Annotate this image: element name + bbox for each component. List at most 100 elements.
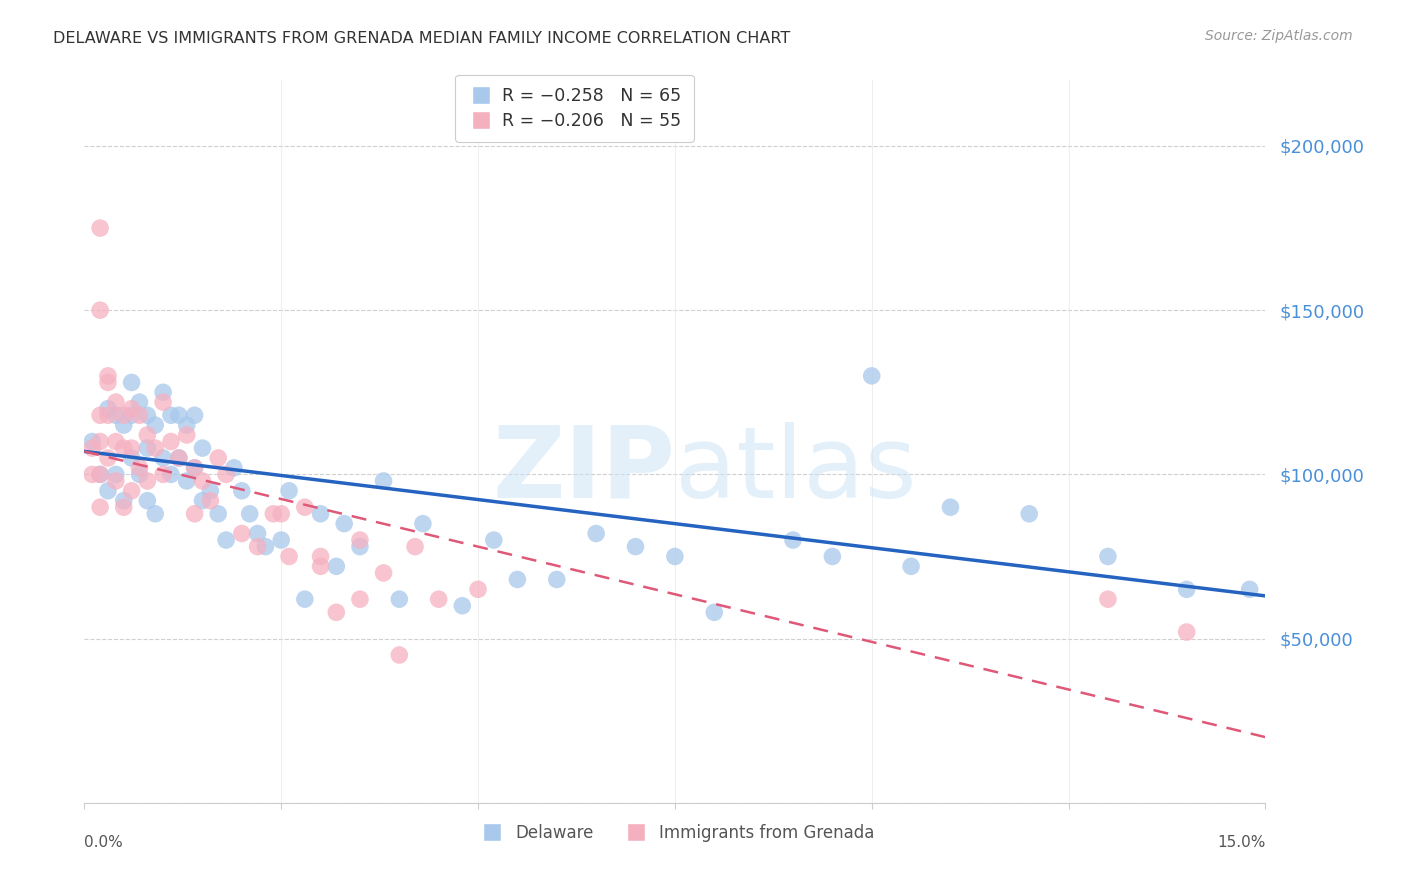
Point — [160, 434, 183, 449]
Text: DELAWARE VS IMMIGRANTS FROM GRENADA MEDIAN FAMILY INCOME CORRELATION CHART: DELAWARE VS IMMIGRANTS FROM GRENADA MEDI… — [53, 31, 790, 46]
Text: 0.0%: 0.0% — [84, 835, 124, 850]
Point — [821, 549, 844, 564]
Point — [262, 507, 284, 521]
Point — [97, 450, 120, 465]
Point — [1018, 507, 1040, 521]
Point — [89, 500, 111, 515]
Text: Source: ZipAtlas.com: Source: ZipAtlas.com — [1205, 29, 1353, 43]
Point — [97, 483, 120, 498]
Point — [482, 533, 505, 547]
Point — [121, 376, 143, 390]
Point — [152, 467, 174, 482]
Point — [1175, 582, 1198, 597]
Point — [506, 573, 529, 587]
Point — [270, 533, 292, 547]
Point — [82, 441, 104, 455]
Point — [112, 493, 135, 508]
Point — [104, 434, 127, 449]
Point — [664, 549, 686, 564]
Point — [183, 409, 205, 423]
Point — [89, 221, 111, 235]
Point — [215, 533, 238, 547]
Point — [200, 483, 222, 498]
Point — [82, 467, 104, 482]
Point — [104, 474, 127, 488]
Point — [325, 605, 347, 619]
Point — [782, 533, 804, 547]
Point — [215, 467, 238, 482]
Point — [97, 409, 120, 423]
Point — [136, 409, 159, 423]
Point — [89, 467, 111, 482]
Point — [1239, 582, 1261, 597]
Text: 15.0%: 15.0% — [1218, 835, 1265, 850]
Point — [183, 507, 205, 521]
Point — [136, 474, 159, 488]
Point — [82, 434, 104, 449]
Point — [128, 409, 150, 423]
Point — [112, 409, 135, 423]
Point — [167, 450, 190, 465]
Point — [152, 385, 174, 400]
Point — [703, 605, 725, 619]
Point — [89, 409, 111, 423]
Text: atlas: atlas — [675, 422, 917, 519]
Point — [121, 401, 143, 416]
Point — [1175, 625, 1198, 640]
Point — [143, 507, 166, 521]
Point — [388, 592, 411, 607]
Point — [89, 434, 111, 449]
Point — [128, 395, 150, 409]
Point — [121, 450, 143, 465]
Point — [860, 368, 883, 383]
Point — [200, 493, 222, 508]
Point — [167, 450, 190, 465]
Point — [191, 493, 214, 508]
Point — [128, 467, 150, 482]
Point — [191, 474, 214, 488]
Point — [136, 493, 159, 508]
Point — [451, 599, 474, 613]
Point — [183, 460, 205, 475]
Point — [112, 418, 135, 433]
Point — [121, 483, 143, 498]
Point — [373, 474, 395, 488]
Point — [1097, 549, 1119, 564]
Point — [278, 549, 301, 564]
Legend: Delaware, Immigrants from Grenada: Delaware, Immigrants from Grenada — [468, 817, 882, 848]
Point — [222, 460, 245, 475]
Point — [546, 573, 568, 587]
Point — [388, 648, 411, 662]
Point — [349, 540, 371, 554]
Point — [176, 428, 198, 442]
Point — [309, 507, 332, 521]
Point — [143, 418, 166, 433]
Point — [404, 540, 426, 554]
Point — [89, 303, 111, 318]
Point — [136, 441, 159, 455]
Point — [467, 582, 489, 597]
Point — [939, 500, 962, 515]
Point — [294, 592, 316, 607]
Point — [176, 418, 198, 433]
Point — [231, 526, 253, 541]
Point — [112, 441, 135, 455]
Point — [97, 401, 120, 416]
Point — [104, 395, 127, 409]
Point — [191, 441, 214, 455]
Point — [207, 450, 229, 465]
Point — [239, 507, 262, 521]
Point — [427, 592, 450, 607]
Point — [176, 474, 198, 488]
Point — [349, 533, 371, 547]
Point — [112, 500, 135, 515]
Point — [104, 409, 127, 423]
Point — [89, 467, 111, 482]
Point — [143, 441, 166, 455]
Point — [246, 540, 269, 554]
Point — [349, 592, 371, 607]
Point — [900, 559, 922, 574]
Text: ZIP: ZIP — [492, 422, 675, 519]
Point — [152, 395, 174, 409]
Point — [294, 500, 316, 515]
